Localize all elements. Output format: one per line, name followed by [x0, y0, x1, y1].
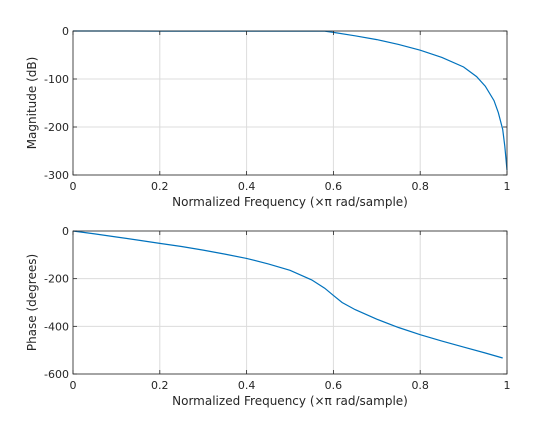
magnitude-x-tick-label-0: 0: [70, 180, 77, 193]
phase-y-tick-label-2: -400: [44, 320, 69, 333]
phase-y-tick-label-1: -200: [44, 273, 69, 286]
phase-plot-area: [73, 231, 507, 374]
phase-x-tick-label-5: 1: [504, 379, 511, 392]
magnitude-y-tick-label-3: -300: [44, 169, 69, 182]
magnitude-axes-box: [72, 30, 508, 176]
magnitude-x-axis-label: Normalized Frequency (×π rad/sample): [172, 195, 408, 209]
magnitude-x-tick-label-5: 1: [504, 180, 511, 193]
magnitude-x-tick-label-1: 0.2: [151, 180, 169, 193]
magnitude-x-tick-label-4: 0.8: [411, 180, 429, 193]
phase-x-axis-label: Normalized Frequency (×π rad/sample): [172, 394, 408, 408]
magnitude-panel: 0 0.2 0.4 0.6 0.8 1 0 -100 -200 -300 Normalized Fr…: [25, 25, 511, 209]
magnitude-x-tick-label-2: 0.4: [238, 180, 256, 193]
phase-x-tick-label-4: 0.8: [411, 379, 429, 392]
magnitude-plot-area: [73, 31, 507, 175]
magnitude-y-tick-label-2: -200: [44, 121, 69, 134]
phase-series-line-0: [72, 230, 503, 359]
magnitude-y-axis-label: Magnitude (dB): [25, 57, 39, 150]
phase-x-tick-label-2: 0.4: [238, 379, 256, 392]
phase-y-tick-label-3: -600: [44, 368, 69, 381]
phase-x-tick-label-0: 0: [70, 379, 77, 392]
phase-y-tick-label-0: 0: [62, 225, 69, 238]
phase-axes-box: [72, 230, 508, 375]
phase-x-tick-label-1: 0.2: [151, 379, 169, 392]
magnitude-x-tick-label-3: 0.6: [325, 180, 343, 193]
phase-y-axis-label: Phase (degrees): [25, 254, 39, 351]
magnitude-y-tick-label-0: 0: [62, 25, 69, 38]
phase-x-tick-label-3: 0.6: [325, 379, 343, 392]
magnitude-y-tick-label-1: -100: [44, 73, 69, 86]
phase-panel: 0 0.2 0.4 0.6 0.8 1 0 -200 -400 -600 Normalized Fr…: [25, 225, 511, 408]
